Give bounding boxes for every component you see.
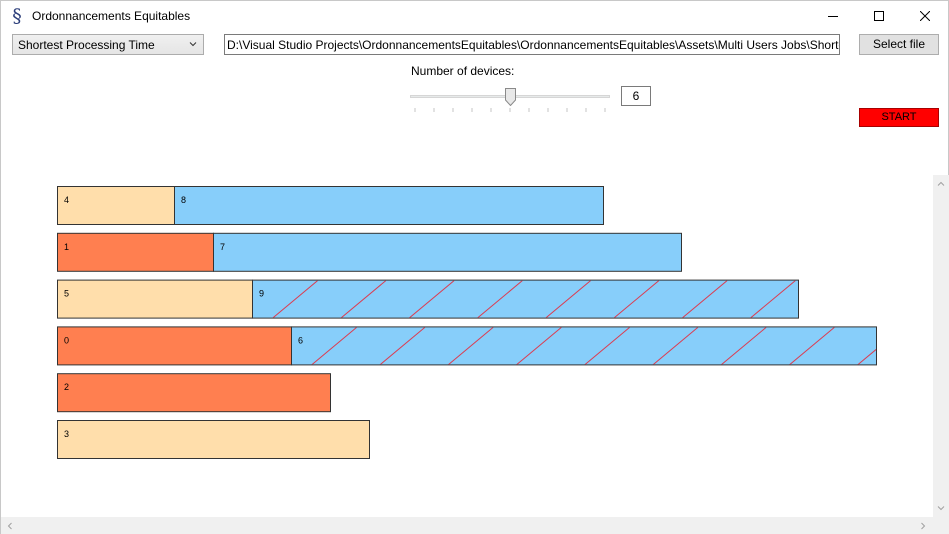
job-bar	[252, 279, 799, 319]
vertical-scrollbar[interactable]	[933, 175, 949, 517]
job-block: 1	[57, 232, 214, 272]
job-bar	[57, 326, 292, 366]
close-button[interactable]	[902, 1, 948, 31]
job-bar	[57, 186, 175, 225]
job-label: 4	[64, 195, 69, 205]
job-label: 7	[220, 242, 225, 252]
job-bar	[57, 232, 214, 272]
slider-thumb[interactable]	[504, 88, 516, 106]
job-block: 0	[57, 326, 292, 366]
devices-slider[interactable]	[410, 87, 610, 112]
job-label: 0	[64, 335, 69, 345]
scroll-left-icon[interactable]	[6, 522, 14, 530]
job-label: 3	[64, 429, 69, 439]
scroll-up-icon[interactable]	[937, 180, 945, 188]
job-label: 6	[298, 335, 303, 345]
devices-count-field[interactable]: 6	[621, 86, 651, 106]
scrollbar-corner	[933, 517, 949, 534]
job-block: 2	[57, 373, 331, 413]
job-label: 5	[64, 289, 69, 299]
start-button[interactable]: START	[859, 108, 939, 127]
scroll-down-icon[interactable]	[937, 504, 945, 512]
slider-ticks	[414, 108, 606, 112]
job-label: 8	[181, 195, 186, 205]
close-icon	[920, 11, 930, 21]
job-block: 4	[57, 186, 175, 225]
job-label: 2	[64, 382, 69, 392]
window-title: Ordonnancements Equitables	[32, 9, 191, 23]
scroll-right-icon[interactable]	[919, 522, 927, 530]
hatch-pattern	[272, 280, 796, 318]
job-block: 6	[291, 326, 877, 366]
hatch-pattern	[311, 327, 876, 365]
job-bar	[291, 326, 877, 366]
job-bar	[213, 232, 682, 272]
file-path-field[interactable]: D:\Visual Studio Projects\Ordonnancement…	[224, 34, 840, 55]
select-file-button[interactable]: Select file	[859, 34, 939, 55]
horizontal-scrollbar[interactable]	[1, 517, 933, 534]
job-label: 1	[64, 242, 69, 252]
job-bar	[174, 186, 604, 225]
title-bar[interactable]: § Ordonnancements Equitables	[1, 1, 948, 31]
maximize-button[interactable]	[856, 1, 902, 31]
app-s-icon: §	[12, 5, 22, 27]
job-block: 8	[174, 186, 604, 225]
job-bar	[57, 373, 331, 413]
job-bar	[57, 279, 253, 319]
gantt-chart: 4 8 1 7 5 9 0 6 2 3	[57, 186, 877, 459]
job-label: 9	[259, 289, 264, 299]
file-path-text: D:\Visual Studio Projects\Ordonnancement…	[227, 38, 840, 52]
job-bar	[57, 420, 370, 459]
algorithm-selected-value: Shortest Processing Time	[18, 38, 155, 52]
minimize-icon	[828, 16, 838, 17]
chevron-down-icon	[189, 42, 197, 47]
devices-label: Number of devices:	[411, 64, 515, 78]
job-block: 5	[57, 279, 253, 319]
job-block: 7	[213, 232, 682, 272]
algorithm-dropdown[interactable]: Shortest Processing Time	[12, 34, 204, 55]
job-block: 9	[252, 279, 799, 319]
maximize-icon	[874, 11, 884, 21]
job-block: 3	[57, 420, 370, 459]
minimize-button[interactable]	[810, 1, 856, 31]
